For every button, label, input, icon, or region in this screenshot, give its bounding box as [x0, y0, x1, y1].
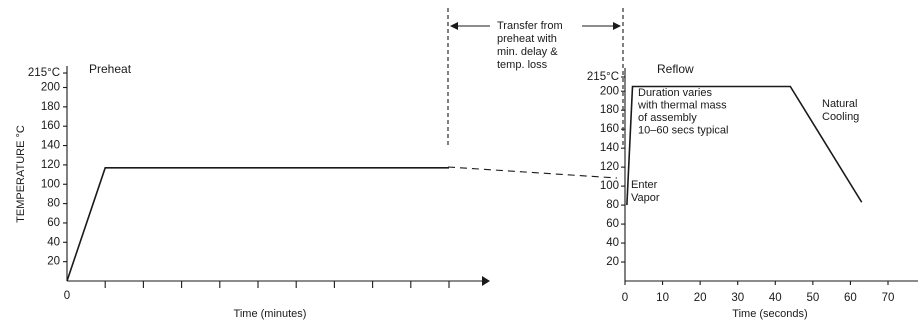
preheat-y-tick-label: 40 — [47, 236, 60, 248]
reflow-x-tick-label: 70 — [882, 292, 895, 304]
reflow-y-tick-label: 215°C — [587, 71, 619, 83]
reflow-title: Reflow — [657, 62, 694, 76]
duration-annotation: of assembly — [638, 112, 697, 124]
preheat-y-tick-label: 100 — [41, 178, 60, 190]
transfer-label: temp. loss — [497, 59, 548, 71]
preheat-x-axis-label: Time (minutes) — [234, 308, 307, 320]
reflow-x-tick-label: 0 — [622, 292, 628, 304]
preheat-y-tick-label: 120 — [41, 159, 60, 171]
preheat-title: Preheat — [89, 62, 132, 76]
reflow-x-tick-label: 40 — [769, 292, 782, 304]
preheat-y-tick-label: 200 — [41, 82, 60, 94]
preheat-y-tick-label: 180 — [41, 101, 60, 113]
reflow-y-tick-label: 140 — [600, 142, 619, 154]
reflow-y-tick-label: 20 — [606, 256, 619, 268]
preheat-y-tick-label: 20 — [47, 256, 60, 268]
enter-vapor-annotation: Vapor — [631, 192, 660, 204]
x-axis-arrow-icon — [482, 276, 490, 286]
reflow-x-tick-label: 20 — [694, 292, 707, 304]
preheat-y-tick-label: 60 — [47, 217, 60, 229]
preheat-y-tick-label: 140 — [41, 140, 60, 152]
reflow-y-tick-label: 100 — [600, 180, 619, 192]
reflow-y-tick-label: 160 — [600, 123, 619, 135]
reflow-x-tick-label: 60 — [844, 292, 857, 304]
arrow-left-icon — [450, 22, 458, 30]
transfer-label: Transfer from — [497, 20, 563, 32]
enter-vapor-annotation: Enter — [631, 179, 658, 191]
cooling-annotation: Cooling — [822, 111, 859, 123]
cooling-annotation: Natural — [822, 98, 857, 110]
reflow-series-line — [626, 85, 863, 206]
reflow-y-tick-label: 80 — [606, 199, 619, 211]
reflow-x-tick-label: 30 — [731, 292, 744, 304]
preheat-x-origin-label: 0 — [64, 290, 70, 302]
reflow-y-tick-label: 120 — [600, 161, 619, 173]
preheat-series-line — [66, 167, 449, 282]
preheat-y-tick-label: 160 — [41, 120, 60, 132]
transfer-label: min. delay & — [497, 46, 558, 58]
duration-annotation: Duration varies — [638, 87, 712, 99]
reflow-y-tick-label: 200 — [600, 85, 619, 97]
reflow-y-tick-label: 40 — [606, 237, 619, 249]
arrow-right-icon — [613, 22, 621, 30]
reflow-y-tick-label: 60 — [606, 218, 619, 230]
transfer-dashed-link — [447, 166, 618, 179]
reflow-x-tick-label: 50 — [806, 292, 819, 304]
transfer-label: preheat with — [497, 33, 557, 45]
reflow-x-axis-label: Time (seconds) — [732, 308, 807, 320]
preheat-y-axis-label: TEMPERATURE °C — [15, 125, 27, 223]
duration-annotation: 10–60 secs typical — [638, 124, 729, 136]
duration-annotation: with thermal mass — [637, 99, 727, 111]
reflow-y-tick-label: 180 — [600, 104, 619, 116]
preheat-y-tick-label: 80 — [47, 198, 60, 210]
reflow-x-tick-label: 10 — [656, 292, 669, 304]
preheat-y-tick-label: 215°C — [28, 67, 60, 79]
